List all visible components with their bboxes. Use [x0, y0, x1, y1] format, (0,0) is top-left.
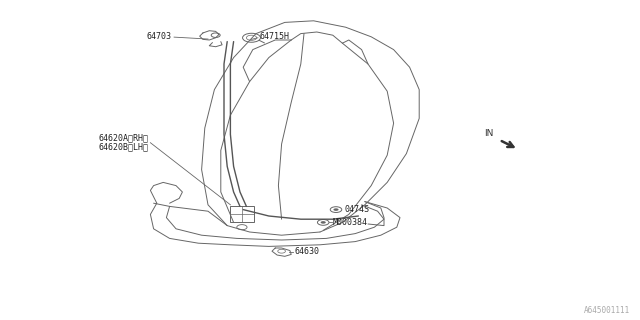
- Text: 64703: 64703: [147, 32, 172, 41]
- Bar: [230, 206, 254, 222]
- Text: A645001111: A645001111: [584, 306, 630, 315]
- Text: 64715H: 64715H: [259, 32, 289, 41]
- Circle shape: [333, 208, 339, 211]
- Text: M000384: M000384: [333, 218, 368, 227]
- Text: IN: IN: [484, 129, 493, 138]
- Text: 0474S: 0474S: [344, 205, 369, 214]
- Text: 64630: 64630: [294, 247, 319, 256]
- Circle shape: [321, 221, 326, 224]
- Text: 64620A〈RH〉: 64620A〈RH〉: [99, 134, 148, 143]
- Text: 64620B〈LH〉: 64620B〈LH〉: [99, 143, 148, 152]
